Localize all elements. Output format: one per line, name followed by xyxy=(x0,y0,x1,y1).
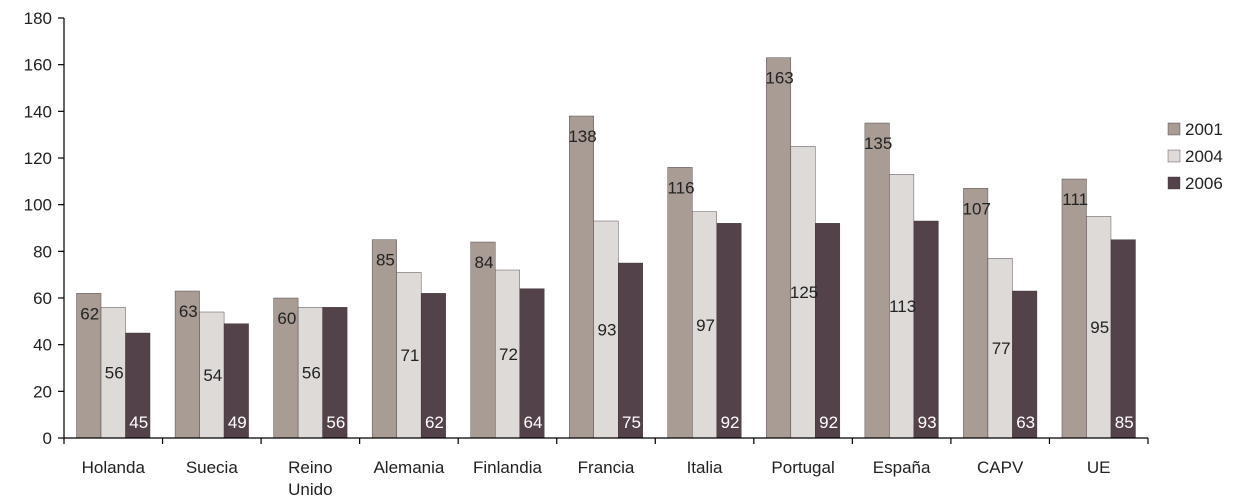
bar-2001-reino-unido xyxy=(273,297,299,439)
data-label: 113 xyxy=(889,297,916,316)
legend: 2001 2004 2006 xyxy=(1167,120,1223,193)
bar-2001-finlandia xyxy=(470,241,496,439)
data-label: 45 xyxy=(129,413,148,432)
x-category-label: Italia xyxy=(687,458,723,477)
bar-2006-reino-unido xyxy=(322,307,348,439)
bar-2001-francia xyxy=(569,115,594,439)
legend-swatch-2004 xyxy=(1167,149,1181,163)
x-category-label: Alemania xyxy=(373,458,444,477)
x-category-label: Finlandia xyxy=(473,458,543,477)
data-label: 63 xyxy=(1016,413,1035,432)
bars-group xyxy=(76,57,1136,439)
data-label: 163 xyxy=(765,69,793,88)
x-axis-categories: Holanda Suecia Reino Unido Alemania Finlandia… xyxy=(82,458,1111,499)
data-label: 56 xyxy=(105,364,124,383)
y-tick-label: 60 xyxy=(33,289,52,308)
bar-2004-portugal xyxy=(790,146,816,439)
y-tick-label: 20 xyxy=(33,382,52,401)
y-tick-label: 40 xyxy=(33,336,52,355)
data-label: 116 xyxy=(667,178,694,197)
y-tick-label: 0 xyxy=(43,429,52,448)
y-tick-label: 80 xyxy=(33,242,52,261)
data-label: 138 xyxy=(568,127,596,146)
legend-swatch-2006 xyxy=(1167,176,1181,190)
data-labels-group: 62 63 60 85 84 138 116 163 135 107 111 56 54 56 71 72 93… xyxy=(80,69,1133,432)
bar-2001-portugal xyxy=(766,57,792,439)
y-tick-label: 120 xyxy=(24,149,52,168)
bar-2004-reino-unido xyxy=(297,307,323,439)
bar-2006-alemania xyxy=(420,293,446,439)
legend-swatch-2001 xyxy=(1167,122,1181,136)
x-category-label: UE xyxy=(1087,458,1111,477)
data-label: 125 xyxy=(790,283,818,302)
data-label: 77 xyxy=(992,339,1011,358)
data-label: 71 xyxy=(400,346,419,365)
y-axis-ticks: 0 20 40 60 80 100 120 140 160 180 xyxy=(24,9,1149,448)
x-category-label: España xyxy=(873,458,931,477)
data-label: 49 xyxy=(228,413,247,432)
bar-2001-italia xyxy=(667,167,693,439)
bar-2006-italia xyxy=(716,223,742,439)
data-label: 84 xyxy=(474,253,493,272)
data-label: 54 xyxy=(203,366,222,385)
x-category-label: Holanda xyxy=(82,458,146,477)
data-label: 92 xyxy=(819,413,838,432)
bar-2001-alemania xyxy=(371,239,397,439)
y-tick-label: 180 xyxy=(24,9,52,28)
bar-2001-ue xyxy=(1061,178,1087,439)
x-category-label: Suecia xyxy=(186,458,239,477)
bar-2004-capv xyxy=(987,258,1013,439)
y-tick-label: 140 xyxy=(24,102,52,121)
bar-2006-portugal xyxy=(815,223,841,439)
data-label: 62 xyxy=(425,413,444,432)
bar-2001-holanda xyxy=(76,293,102,439)
data-label: 111 xyxy=(1062,190,1088,209)
bar-2006-finlandia xyxy=(519,288,545,439)
x-category-label: Reino xyxy=(288,458,332,477)
x-category-label: CAPV xyxy=(977,458,1024,477)
data-label: 56 xyxy=(302,364,321,383)
y-tick-label: 160 xyxy=(24,56,52,75)
bar-2001-españa xyxy=(864,122,890,439)
data-label: 93 xyxy=(598,321,617,340)
data-label: 60 xyxy=(277,309,296,328)
data-label: 97 xyxy=(696,316,715,335)
data-label: 135 xyxy=(864,134,892,153)
legend-label-2004: 2004 xyxy=(1185,147,1223,166)
bar-2006-ue xyxy=(1110,239,1136,439)
bar-2001-suecia xyxy=(174,290,200,439)
bar-2006-francia xyxy=(618,262,643,439)
data-label: 85 xyxy=(1115,413,1134,432)
data-label: 64 xyxy=(523,413,542,432)
data-label: 107 xyxy=(962,199,990,218)
legend-label-2006: 2006 xyxy=(1185,174,1223,193)
data-label: 95 xyxy=(1090,318,1109,337)
bar-2004-ue xyxy=(1086,216,1112,439)
data-label: 92 xyxy=(721,413,740,432)
bar-2004-italia xyxy=(692,211,717,439)
bar-2001-capv xyxy=(963,188,989,439)
bar-2006-capv xyxy=(1012,290,1038,439)
bar-2006-españa xyxy=(913,220,939,439)
bar-2004-finlandia xyxy=(495,269,520,439)
legend-label-2001: 2001 xyxy=(1185,120,1223,139)
bar-2006-holanda xyxy=(125,332,151,439)
x-category-label: Francia xyxy=(578,458,635,477)
data-label: 56 xyxy=(326,413,345,432)
data-label: 63 xyxy=(179,302,198,321)
x-category-label: Unido xyxy=(288,480,332,499)
data-label: 72 xyxy=(499,345,518,364)
bar-2004-holanda xyxy=(100,307,126,439)
bar-2004-españa xyxy=(889,174,915,439)
data-label: 62 xyxy=(80,304,99,323)
data-label: 75 xyxy=(622,413,641,432)
y-tick-label: 100 xyxy=(24,196,52,215)
x-category-label: Portugal xyxy=(771,458,834,477)
data-label: 85 xyxy=(376,251,395,270)
bar-2006-suecia xyxy=(223,323,249,439)
data-label: 93 xyxy=(918,413,937,432)
